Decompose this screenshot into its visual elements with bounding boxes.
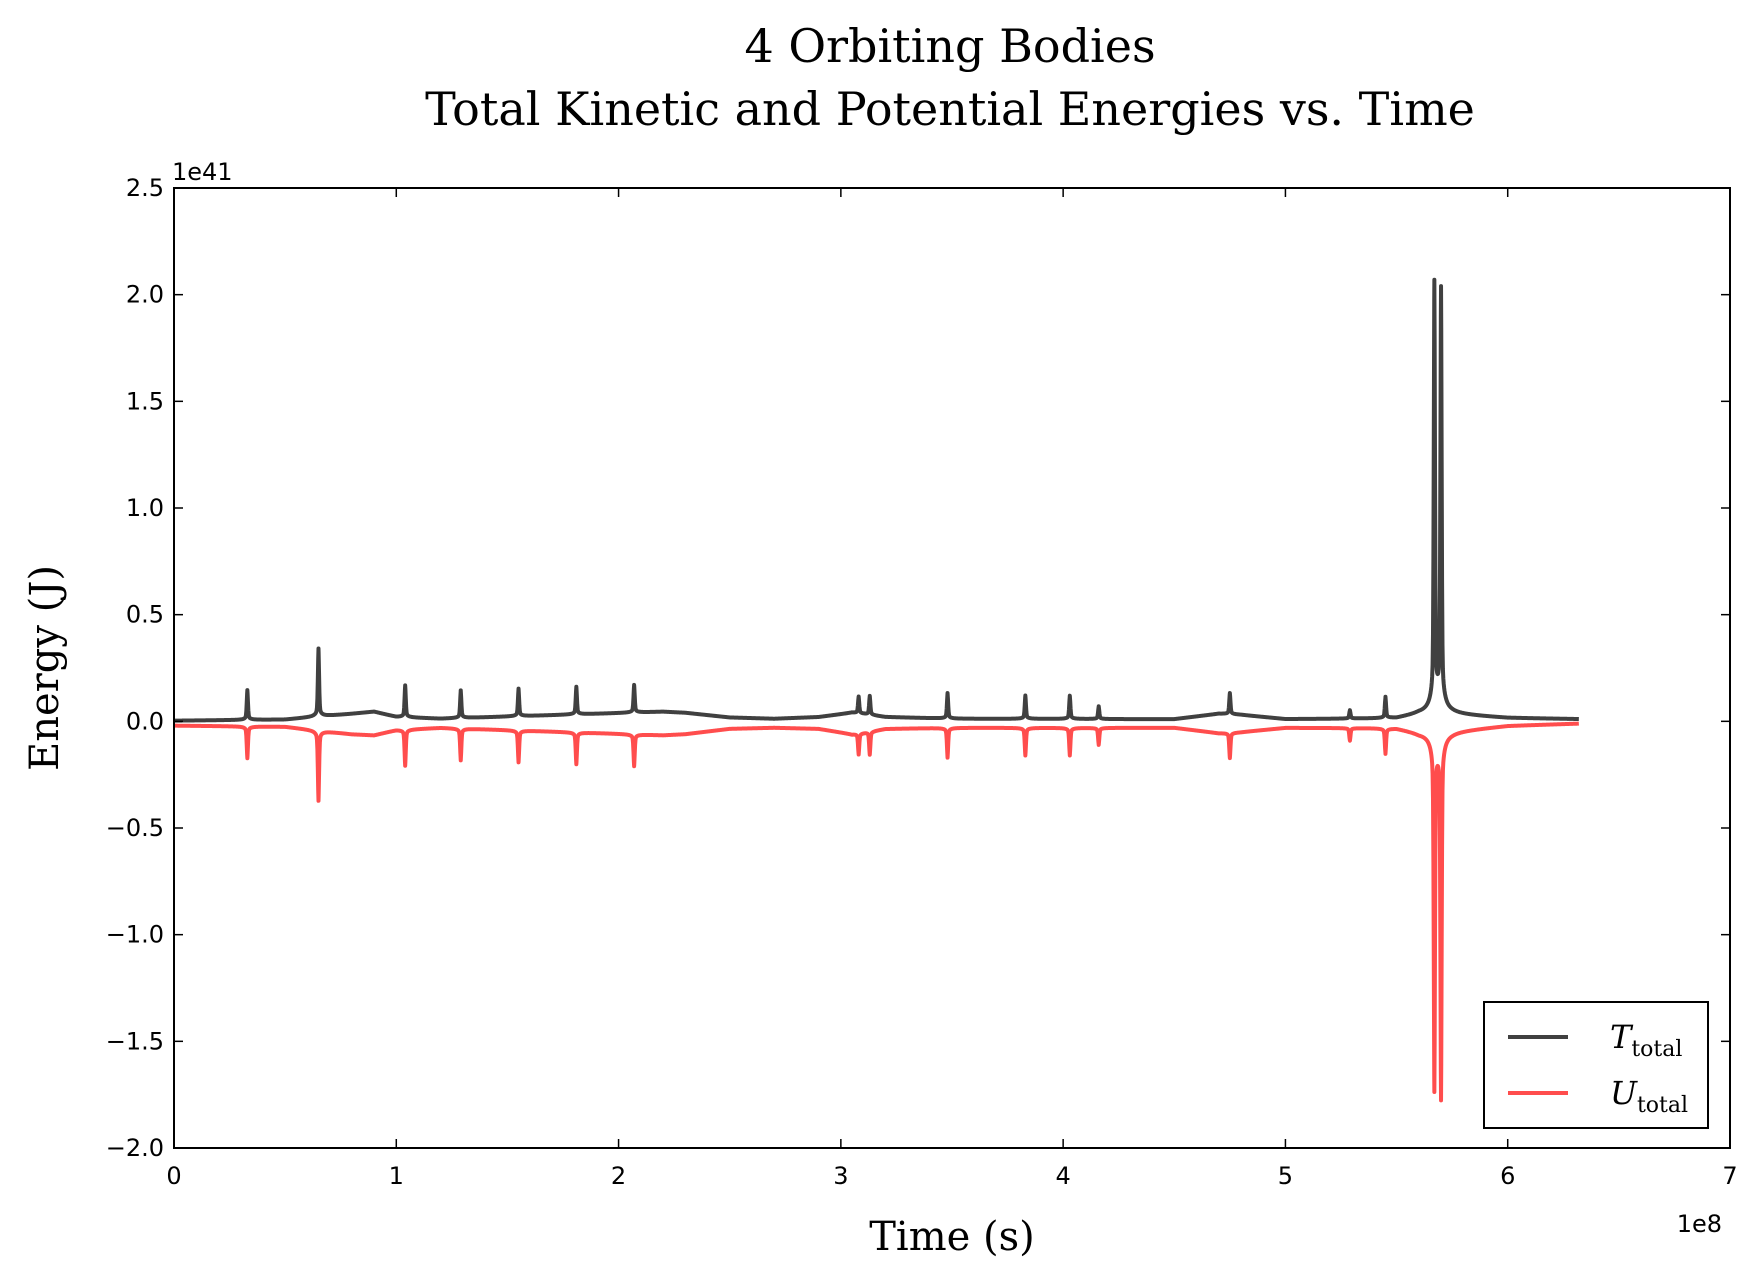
y-tick-label: −1.5: [106, 1027, 164, 1055]
series-layer: [172, 277, 1581, 1103]
y-tick-label: 1.0: [126, 494, 164, 522]
y-tick-label: 0.5: [126, 601, 164, 629]
y-tick-label: 2.0: [126, 281, 164, 309]
legend-box: [1483, 1001, 1709, 1129]
x-tick-label: 0: [166, 1162, 181, 1190]
x-tick-label: 6: [1500, 1162, 1515, 1190]
y-tick-label: −0.5: [106, 814, 164, 842]
legend-t-subscript: total: [1631, 1037, 1682, 1062]
legend-label-t-total: Ttotal: [1610, 1018, 1682, 1062]
x-tick-label: 4: [1056, 1162, 1071, 1190]
x-tick-label: 3: [833, 1162, 848, 1190]
chart-title: 4 Orbiting Bodies: [744, 19, 1155, 73]
legend-label-u-total: Utotal: [1610, 1074, 1688, 1118]
x-offset-label: 1e8: [1677, 1210, 1722, 1238]
x-tick-label: 2: [611, 1162, 626, 1190]
y-tick-label: −2.0: [106, 1134, 164, 1162]
x-axis-ticks: 0 1 2 3 4 5 6 7: [166, 188, 1738, 1190]
y-tick-label: 0.0: [126, 707, 164, 735]
legend-t-name: T: [1610, 1018, 1634, 1056]
y-axis-ticks: 2.5 2.0 1.5 1.0 0.5 0.0 −0.5 −1.0 −1.5 −2.0: [106, 174, 1730, 1162]
series-line-u-total: [172, 721, 1581, 1103]
y-tick-label: 1.5: [126, 387, 164, 415]
chart-subtitle: Total Kinetic and Potential Energies vs.…: [425, 82, 1475, 136]
y-axis-label: Energy (J): [22, 565, 68, 771]
x-axis-label: Time (s): [869, 1214, 1035, 1260]
y-tick-label: −1.0: [106, 921, 164, 949]
y-offset-label: 1e41: [172, 158, 233, 186]
x-tick-label: 7: [1722, 1162, 1737, 1190]
legend-u-subscript: total: [1637, 1093, 1688, 1118]
legend: Ttotal Utotal: [1483, 1001, 1709, 1129]
y-tick-label: 2.5: [126, 174, 164, 202]
series-line-t-total: [172, 277, 1581, 723]
x-tick-label: 5: [1278, 1162, 1293, 1190]
plot-frame: [173, 187, 1731, 1149]
legend-u-name: U: [1610, 1074, 1638, 1112]
x-tick-label: 1: [389, 1162, 404, 1190]
